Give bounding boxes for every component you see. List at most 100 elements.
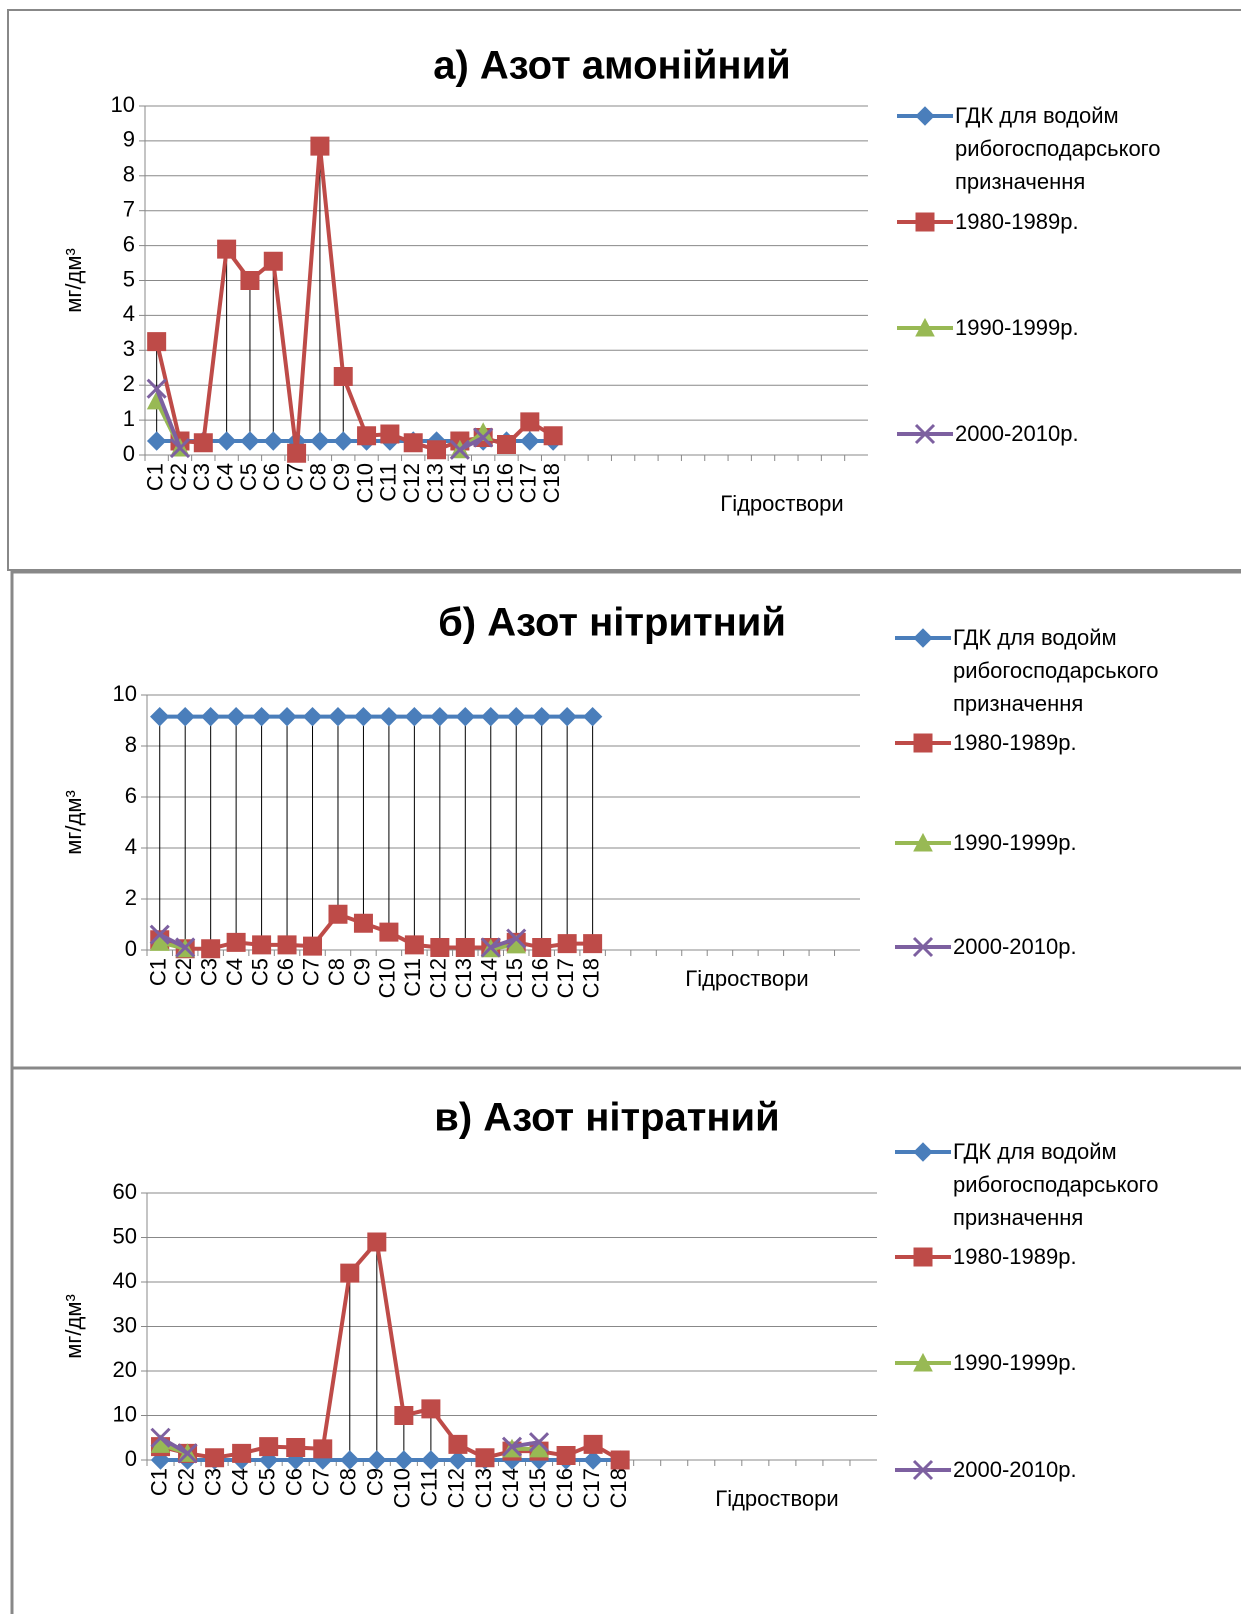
x-tick-label: C1	[142, 463, 167, 491]
marker	[287, 443, 307, 463]
series-line	[154, 144, 555, 456]
x-tick-label: C4	[227, 1468, 252, 1496]
marker	[149, 924, 170, 945]
legend-label: 1980-1989р.	[953, 730, 1077, 755]
legend-marker	[913, 733, 933, 753]
x-tick-label: C17	[516, 463, 541, 503]
x-tick-label: C11	[417, 1468, 442, 1507]
y-tick-label: 0	[125, 936, 137, 961]
x-tick-label: C14	[446, 463, 471, 503]
legend-label: 1990-1999р.	[955, 315, 1079, 340]
x-tick-label: C12	[426, 958, 451, 998]
marker	[497, 435, 516, 455]
legend-item: 2000-2010р.	[895, 417, 1205, 451]
marker	[506, 706, 526, 727]
marker	[333, 366, 353, 386]
legend-icon	[897, 423, 953, 445]
x-tick-label: C7	[298, 958, 323, 986]
marker	[328, 706, 348, 727]
legend-icon	[897, 212, 953, 232]
y-tick-label: 8	[123, 162, 135, 187]
legend-item: 1990-1999р.	[895, 311, 1205, 345]
marker	[252, 935, 272, 955]
x-tick-label: C8	[336, 1468, 361, 1496]
marker	[146, 431, 167, 451]
x-tick-label: C12	[399, 463, 424, 503]
x-tick-label: C9	[363, 1468, 388, 1496]
x-axis-label: Гідроствори	[720, 491, 843, 516]
x-axis-label: Гідроствори	[685, 966, 808, 991]
marker	[404, 935, 424, 955]
chart-title: б) Азот нітритний	[438, 601, 786, 645]
legend-label: 1990-1999р.	[953, 1350, 1077, 1375]
legend-marker	[913, 832, 933, 852]
marker	[147, 332, 167, 352]
legend-item: 1990-1999р.	[893, 826, 1203, 860]
marker	[310, 431, 330, 451]
legend-item: 1980-1989р.	[893, 1240, 1203, 1274]
x-tick-label: C3	[189, 463, 214, 491]
legend-icon	[895, 1352, 951, 1372]
marker	[557, 934, 577, 954]
x-tick-label: C3	[200, 1468, 225, 1496]
legend-label: ГДК для водойм рибогосподарського призна…	[955, 103, 1161, 194]
marker	[251, 706, 272, 727]
x-tick-label: C5	[254, 1468, 279, 1496]
marker	[201, 939, 221, 959]
legend-icon	[895, 1142, 951, 1162]
marker	[532, 937, 552, 957]
legend-label: 2000-2010р.	[955, 421, 1079, 446]
marker	[583, 1450, 603, 1470]
legend-marker	[915, 106, 935, 126]
legend-item: ГДК для водойм рибогосподарського призна…	[893, 621, 1203, 720]
legend-icon	[897, 106, 953, 126]
y-tick-label: 60	[113, 1179, 137, 1204]
marker	[455, 937, 475, 957]
legend-marker	[915, 212, 935, 232]
x-tick-label: C7	[282, 463, 307, 491]
y-tick-label: 20	[113, 1357, 137, 1382]
marker	[193, 433, 213, 453]
legend-label: 1990-1999р.	[953, 830, 1077, 855]
marker	[501, 1436, 523, 1457]
marker	[556, 1446, 576, 1466]
marker	[302, 706, 323, 727]
x-tick-label: C2	[166, 463, 191, 491]
x-tick-label: C16	[492, 463, 517, 503]
marker	[475, 1448, 495, 1468]
x-tick-label: C9	[349, 958, 374, 986]
y-tick-label: 1	[123, 406, 135, 431]
marker	[175, 706, 195, 727]
marker	[226, 706, 246, 727]
x-tick-label: C16	[528, 958, 553, 998]
legend-marker	[912, 936, 934, 958]
marker	[421, 1399, 441, 1419]
x-tick-label: C16	[552, 1468, 577, 1508]
marker	[367, 1450, 387, 1470]
y-tick-label: 6	[125, 783, 137, 808]
x-tick-label: C15	[469, 463, 494, 503]
marker	[583, 934, 603, 954]
x-tick-label: C8	[306, 463, 331, 491]
marker	[379, 706, 399, 727]
legend-icon	[895, 628, 951, 648]
marker	[263, 431, 283, 451]
marker	[448, 1434, 468, 1454]
x-tick-label: C13	[471, 1468, 496, 1508]
y-tick-label: 4	[125, 834, 137, 859]
x-tick-label: C2	[173, 1468, 198, 1496]
x-tick-label: C4	[212, 463, 237, 491]
y-tick-label: 2	[123, 371, 135, 396]
marker	[240, 431, 260, 451]
x-tick-label: C6	[259, 463, 284, 491]
marker	[473, 427, 494, 448]
marker	[480, 937, 501, 958]
y-tick-label: 9	[123, 127, 135, 152]
marker	[328, 904, 348, 924]
marker	[340, 1450, 360, 1470]
x-tick-label: C14	[477, 958, 502, 998]
y-tick-label: 50	[113, 1223, 137, 1248]
x-tick-label: C6	[273, 958, 298, 986]
